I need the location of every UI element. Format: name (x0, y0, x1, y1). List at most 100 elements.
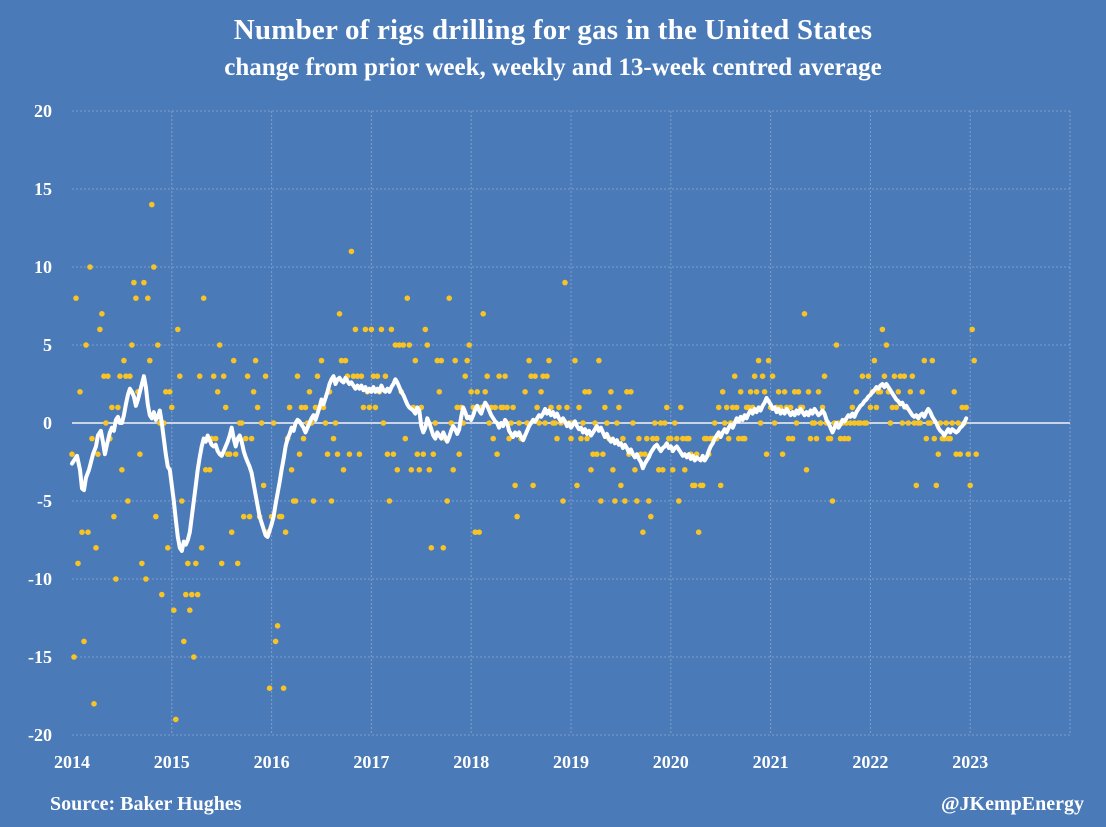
data-point (871, 357, 878, 364)
data-point (412, 357, 419, 364)
data-point (674, 435, 680, 442)
x-tick-labels: 2014 2015 2016 2017 2018 2019 2020 2021 2022 2023 (54, 752, 988, 772)
data-point (434, 357, 441, 364)
data-point (133, 295, 139, 302)
data-point (222, 404, 229, 411)
data-point (650, 435, 656, 442)
data-point (302, 404, 309, 411)
data-point (250, 389, 257, 395)
data-point (358, 373, 365, 380)
data-point (149, 201, 155, 208)
data-point (117, 373, 123, 380)
data-point (807, 435, 814, 442)
data-point (805, 389, 812, 395)
data-point (640, 529, 646, 535)
data-point (564, 404, 570, 411)
data-point (414, 451, 421, 458)
data-point (733, 404, 740, 411)
data-point (218, 560, 225, 567)
data-point (604, 420, 610, 426)
data-point (420, 451, 427, 458)
data-point (588, 467, 594, 473)
data-point (747, 389, 754, 395)
x-tick-label: 2022 (852, 752, 888, 772)
data-point (660, 467, 666, 473)
data-point (388, 326, 395, 333)
data-point (424, 342, 431, 348)
data-point (296, 451, 303, 458)
data-point (476, 529, 483, 535)
data-point (556, 404, 562, 411)
data-point (258, 420, 265, 426)
data-point (280, 685, 287, 691)
data-point (111, 513, 117, 520)
data-point (121, 357, 127, 364)
data-point (546, 357, 552, 364)
data-point (500, 404, 506, 411)
data-point (819, 404, 826, 411)
data-point (552, 420, 558, 426)
y-tick-label: 15 (34, 179, 52, 199)
data-point (785, 435, 792, 442)
data-point (741, 435, 748, 442)
data-point (139, 560, 145, 567)
data-point (446, 295, 453, 302)
data-point (183, 591, 189, 598)
data-point (486, 420, 493, 426)
data-point (492, 404, 499, 411)
data-point (590, 451, 596, 458)
data-point (943, 420, 949, 426)
data-point (272, 638, 279, 645)
data-point (506, 435, 512, 442)
data-point (484, 373, 491, 380)
data-point (79, 529, 85, 535)
data-point (402, 435, 409, 442)
data-point (210, 373, 217, 380)
data-point (516, 420, 522, 426)
data-point (596, 357, 602, 364)
data-point (198, 545, 205, 551)
data-point (366, 404, 373, 411)
data-point (400, 342, 407, 348)
data-point (893, 404, 900, 411)
data-point (266, 685, 273, 691)
data-point (338, 357, 345, 364)
data-point (324, 451, 331, 458)
data-point (348, 248, 355, 255)
data-point (220, 373, 227, 380)
data-point (504, 404, 510, 411)
data-point (294, 373, 301, 380)
data-point (370, 373, 377, 380)
data-point (769, 373, 776, 380)
y-tick-label: 5 (43, 335, 52, 355)
data-point (634, 498, 640, 504)
data-point (270, 420, 277, 426)
data-point (422, 326, 429, 333)
data-point (911, 420, 918, 426)
data-point (580, 420, 586, 426)
data-point (654, 435, 660, 442)
y-tick-label: 10 (34, 257, 52, 277)
data-point (959, 404, 965, 411)
data-point (686, 435, 692, 442)
data-point (759, 373, 766, 380)
data-point (320, 404, 327, 411)
data-point (246, 513, 253, 520)
data-point (384, 451, 391, 458)
data-point (803, 467, 810, 473)
data-point (847, 420, 854, 426)
data-point (212, 435, 219, 442)
data-point (572, 357, 578, 364)
data-point (242, 435, 249, 442)
data-point (428, 545, 435, 551)
data-point (173, 716, 179, 723)
x-tick-label: 2014 (54, 752, 90, 772)
data-point (538, 389, 544, 395)
data-point (791, 389, 798, 395)
data-point (789, 435, 796, 442)
data-point (973, 451, 979, 458)
data-point (129, 342, 135, 348)
data-point (602, 404, 608, 411)
